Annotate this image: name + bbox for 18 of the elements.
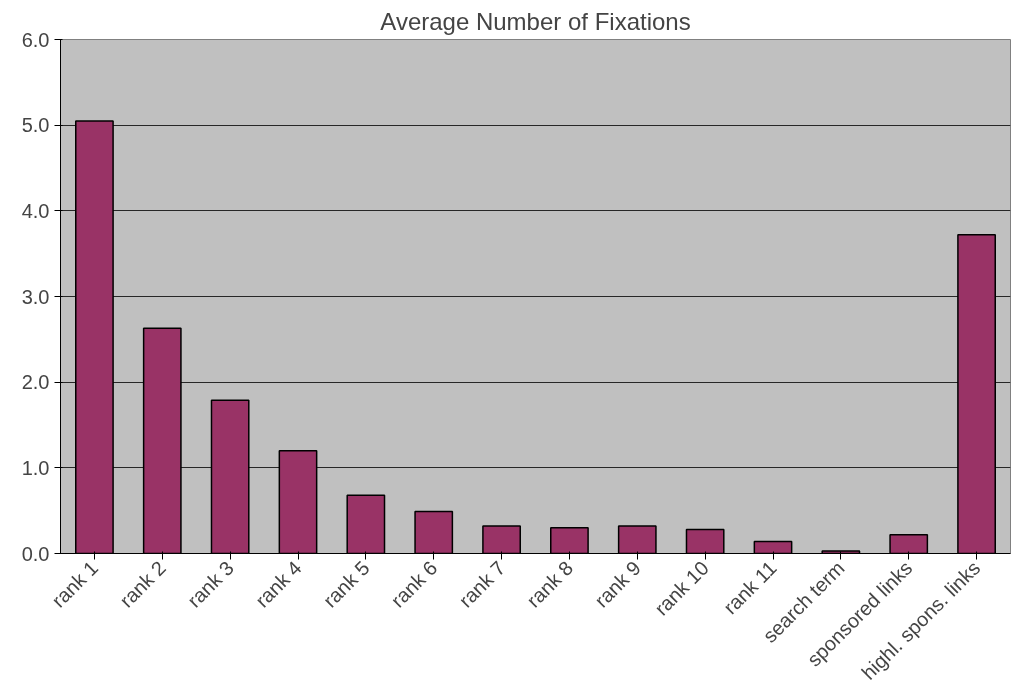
x-tick-label: rank 2 [115,556,171,612]
x-tick-label: rank 5 [318,556,374,612]
y-tick-label: 5.0 [21,114,50,137]
y-tick-label: 6.0 [21,28,50,51]
chart-title: Average Number of Fixations [380,7,691,35]
y-tick-label: 3.0 [21,285,50,308]
x-tick-label: rank 7 [454,556,510,612]
y-tick-label: 4.0 [21,199,50,222]
y-tick-label: 1.0 [21,456,50,479]
y-tick-label: 0.0 [21,542,50,565]
y-tick-label: 2.0 [21,371,50,394]
x-tick-label: rank 4 [250,556,306,612]
x-tick-label: rank 10 [650,556,713,620]
x-tick-label: rank 8 [522,556,578,612]
x-tick-label: rank 6 [386,556,442,612]
x-tick-label: rank 3 [183,556,238,612]
x-tick-label: rank 11 [719,556,781,619]
x-tick-label: rank 9 [590,556,646,612]
